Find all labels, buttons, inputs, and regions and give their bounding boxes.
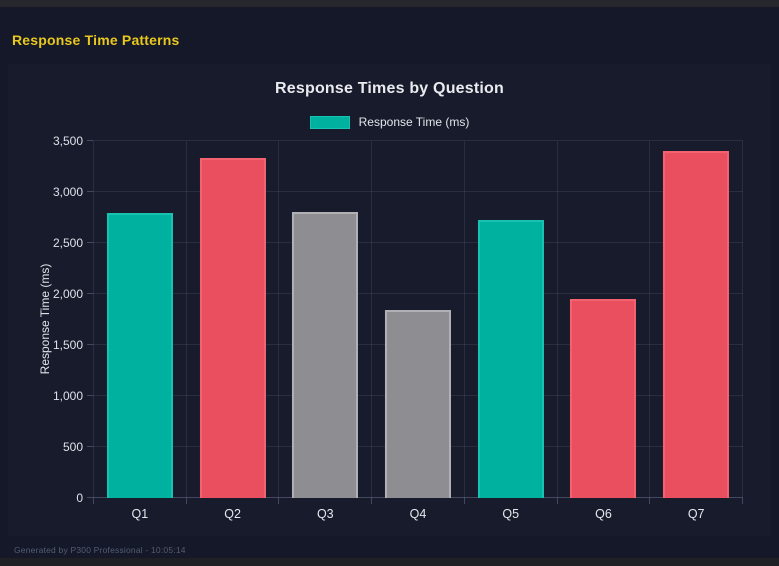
category-q2: Q2 [185,141,279,521]
footer-text: Generated by P300 Professional - 10:05:1… [14,545,186,555]
category-q7: Q7 [649,141,744,521]
y-tick-label: 500 [62,440,83,454]
x-tick-label: Q3 [316,507,334,521]
y-tick-label: 1,500 [52,338,83,352]
h-gridline [87,242,743,243]
bar-q4[interactable] [385,310,452,498]
category-q5: Q5 [463,141,557,521]
chart-panel: Response Times by Question Response Time… [8,64,771,536]
category-q1: Q1 [93,141,186,521]
h-gridline [87,191,743,192]
x-tick-label: Q6 [595,507,612,521]
bottom-strip [0,558,779,566]
h-gridline [87,293,743,294]
category-q6: Q6 [556,141,650,521]
y-tick-label: 3,500 [52,134,83,148]
bar-q1[interactable] [106,213,173,498]
h-gridline [87,140,743,141]
y-axis-title: Response Time (ms) [38,263,52,375]
category-q3: Q3 [278,141,371,521]
y-tick-label: 0 [76,491,83,505]
x-tick-label: Q5 [502,507,520,521]
legend-item[interactable]: Response Time (ms) [8,115,771,129]
y-tick-label: 2,500 [52,236,83,250]
x-tick-label: Q7 [687,507,705,521]
bar-q6[interactable] [570,299,637,498]
y-tick-label: 1,000 [52,389,83,403]
chart-title: Response Times by Question [275,80,504,97]
legend-label: Response Time (ms) [358,115,470,129]
x-tick-label: Q1 [131,507,149,521]
y-tick-label: 3,000 [52,185,83,199]
bar-q2[interactable] [199,158,266,498]
bar-q5[interactable] [477,219,544,498]
y-tick-label: 2,000 [52,287,83,301]
bar-q7[interactable] [663,151,730,498]
bar-q3[interactable] [292,212,359,498]
page-title: Response Time Patterns [12,32,180,48]
plot-area: 0 500 1,000 1,500 2,000 2,500 3,000 3,500 Q1 Q2 Q3… [53,134,744,521]
category-q4: Q4 [371,141,464,521]
x-tick-label: Q2 [224,507,241,521]
top-strip [0,0,779,7]
legend-swatch-icon [309,115,350,129]
x-tick-label: Q4 [409,507,427,521]
